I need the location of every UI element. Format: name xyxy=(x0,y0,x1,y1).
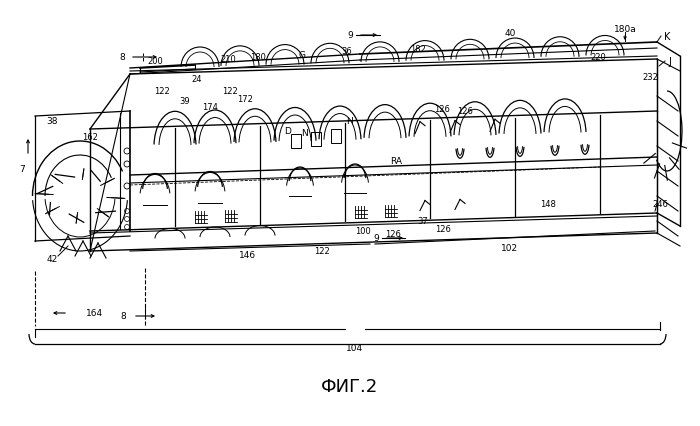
Text: 148: 148 xyxy=(540,200,556,209)
Text: 126: 126 xyxy=(385,230,401,239)
Text: 24: 24 xyxy=(192,74,202,83)
Text: 42: 42 xyxy=(46,254,57,263)
Bar xyxy=(311,132,321,147)
Text: ФИГ.2: ФИГ.2 xyxy=(321,377,379,395)
Text: G: G xyxy=(298,50,305,59)
Text: 100: 100 xyxy=(355,227,371,236)
Text: 180a: 180a xyxy=(614,26,636,35)
Bar xyxy=(291,135,301,149)
Text: 182: 182 xyxy=(410,44,426,53)
Text: 126: 126 xyxy=(457,106,473,115)
Bar xyxy=(331,130,341,144)
Text: 220: 220 xyxy=(590,52,606,61)
Text: 126: 126 xyxy=(435,225,451,234)
Text: N: N xyxy=(302,129,309,138)
Text: 162: 162 xyxy=(82,132,98,141)
Text: 40: 40 xyxy=(504,29,516,38)
Text: H: H xyxy=(346,117,354,126)
Text: 37: 37 xyxy=(418,217,428,226)
Text: 146: 146 xyxy=(239,250,257,259)
Text: 39: 39 xyxy=(180,97,190,106)
Text: 174: 174 xyxy=(202,102,218,111)
Text: 9: 9 xyxy=(373,234,379,243)
Text: 122: 122 xyxy=(314,247,330,256)
Text: 36: 36 xyxy=(342,47,352,56)
Text: 164: 164 xyxy=(86,309,104,318)
Text: K: K xyxy=(664,32,671,42)
Text: 200: 200 xyxy=(147,58,163,66)
Text: 8: 8 xyxy=(120,312,126,321)
Text: D: D xyxy=(285,127,291,136)
Text: J: J xyxy=(668,57,671,67)
Text: 9: 9 xyxy=(347,32,353,40)
Text: RA: RA xyxy=(390,157,402,166)
Text: 232: 232 xyxy=(642,72,658,81)
Text: 180: 180 xyxy=(250,52,266,61)
Text: 126: 126 xyxy=(434,104,450,113)
Text: 7: 7 xyxy=(19,164,25,173)
Text: 38: 38 xyxy=(46,117,58,126)
Text: 172: 172 xyxy=(237,94,253,103)
Text: 122: 122 xyxy=(154,87,170,96)
Text: 122: 122 xyxy=(222,87,238,96)
Text: 102: 102 xyxy=(501,244,519,253)
Text: 246: 246 xyxy=(652,200,668,209)
Text: 8: 8 xyxy=(119,53,125,62)
Text: 104: 104 xyxy=(346,344,363,353)
Text: 210: 210 xyxy=(220,55,236,63)
